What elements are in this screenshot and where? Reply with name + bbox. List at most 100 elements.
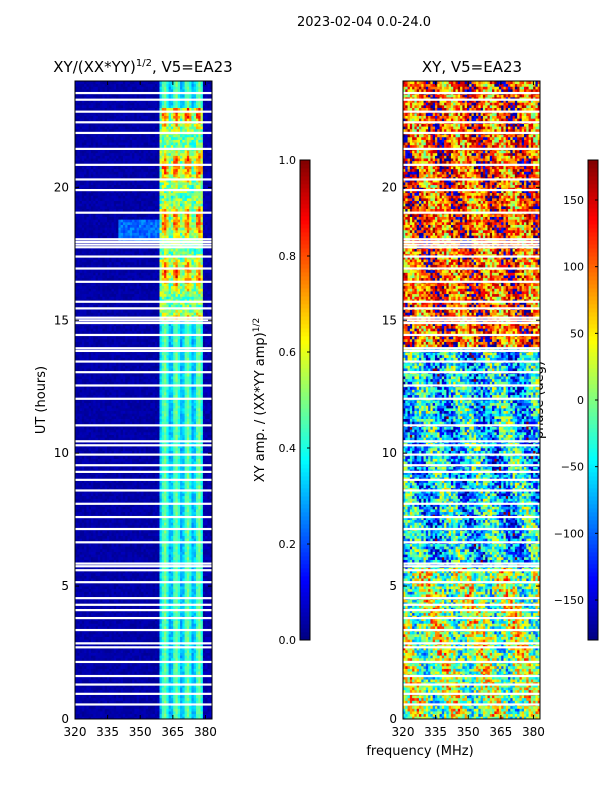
amp-cell xyxy=(159,516,163,521)
amp-cell xyxy=(77,689,80,693)
amp-cell xyxy=(104,625,108,630)
amp-cell xyxy=(173,631,176,635)
amp-cell xyxy=(118,519,122,523)
amp-cell xyxy=(116,546,119,550)
amp-cell xyxy=(88,503,92,507)
amp-cell xyxy=(186,543,190,547)
amp-cell xyxy=(150,615,154,619)
amp-cell xyxy=(186,687,190,691)
amp-cell xyxy=(136,543,140,547)
amp-cell xyxy=(159,610,163,614)
amp-cell xyxy=(168,689,172,693)
amp-cell xyxy=(145,588,149,592)
amp-cell xyxy=(88,570,92,574)
amp-cell xyxy=(205,583,208,587)
amp-cell xyxy=(159,594,163,598)
amp-cell xyxy=(136,607,140,611)
amp-cell xyxy=(148,689,151,693)
amp-cell xyxy=(152,716,156,720)
amp-cell xyxy=(79,501,83,505)
amp-cell xyxy=(77,538,80,542)
amp-cell xyxy=(175,687,179,691)
amp-cell xyxy=(164,554,167,558)
amp-cell xyxy=(129,713,133,717)
amp-cell xyxy=(79,689,83,693)
amp-cell xyxy=(177,649,181,653)
amp-cell xyxy=(129,623,133,627)
amp-cell xyxy=(189,652,192,656)
amp-cell xyxy=(81,649,85,653)
amp-cell xyxy=(173,676,176,680)
amp-cell xyxy=(170,522,174,526)
amp-cell xyxy=(132,713,135,717)
amp-cell xyxy=(77,524,80,528)
amp-cell xyxy=(93,705,96,709)
amp-cell xyxy=(90,583,94,587)
amp-cell xyxy=(90,655,94,659)
amp-cell xyxy=(205,524,208,528)
amp-cell xyxy=(102,705,106,709)
amp-cell xyxy=(132,599,135,603)
amp-cell xyxy=(184,501,188,505)
amp-cell xyxy=(84,668,87,672)
amp-cell xyxy=(106,610,110,614)
amp-cell xyxy=(157,591,160,595)
amp-cell xyxy=(173,522,176,526)
amp-cell xyxy=(202,679,206,683)
amp-cell xyxy=(113,644,117,648)
amp-cell xyxy=(97,575,101,579)
amp-cell xyxy=(200,599,204,603)
amp-cell xyxy=(209,697,213,701)
amp-cell xyxy=(143,623,147,627)
amp-cell xyxy=(88,631,92,635)
amp-cell xyxy=(118,604,122,608)
amp-cell xyxy=(154,586,158,590)
amp-cell xyxy=(186,617,190,622)
amp-cell xyxy=(184,588,188,592)
amp-cell xyxy=(122,655,126,659)
amp-cell xyxy=(86,548,90,552)
amp-cell xyxy=(122,516,126,521)
amp-cell xyxy=(136,604,140,608)
amp-cell xyxy=(113,657,117,661)
amp-cell xyxy=(193,713,197,717)
amp-cell xyxy=(161,572,165,576)
amp-cell xyxy=(184,586,188,590)
amp-cell xyxy=(164,519,167,523)
amp-cell xyxy=(186,591,190,595)
amp-cell xyxy=(79,604,83,608)
amp-cell xyxy=(202,572,206,576)
amp-cell xyxy=(97,508,101,513)
amp-cell xyxy=(116,538,119,542)
amp-cell xyxy=(182,501,185,505)
amp-cell xyxy=(191,612,195,616)
amp-cell xyxy=(182,594,185,598)
amp-cell xyxy=(150,522,154,526)
amp-cell xyxy=(166,697,170,701)
amp-cell xyxy=(127,668,131,672)
amp-cell xyxy=(207,604,211,608)
amp-cell xyxy=(134,503,138,507)
amp-cell xyxy=(148,570,151,574)
amp-cell xyxy=(193,615,197,619)
amp-cell xyxy=(102,535,106,539)
amp-cell xyxy=(111,543,115,547)
amp-cell xyxy=(205,559,208,563)
amp-cell xyxy=(86,575,90,579)
amp-cell xyxy=(88,567,92,571)
amp-cell xyxy=(120,501,124,505)
amp-cell xyxy=(125,516,128,521)
amp-cell xyxy=(90,671,94,675)
amp-cell xyxy=(191,633,195,637)
amp-cell xyxy=(106,578,110,582)
amp-cell xyxy=(122,644,126,648)
amp-cell xyxy=(196,511,199,515)
amp-cell xyxy=(111,633,115,637)
amp-cell xyxy=(138,665,142,669)
amp-cell xyxy=(193,636,197,640)
amp-cell xyxy=(182,546,185,550)
amp-cell xyxy=(106,522,110,526)
amp-cell xyxy=(75,556,78,560)
amp-cell xyxy=(145,665,149,669)
amp-cell xyxy=(173,554,176,558)
